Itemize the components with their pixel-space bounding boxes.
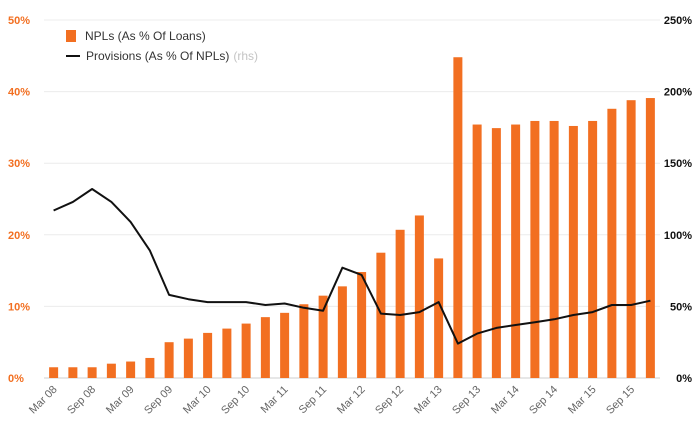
y-right-tick-label: 200% (664, 87, 692, 99)
bar (395, 229, 405, 378)
y-right-tick-label: 150% (664, 158, 692, 170)
y-left-tick-label: 30% (8, 158, 30, 170)
y-left-tick-label: 0% (8, 373, 24, 385)
bar (106, 363, 116, 378)
x-tick-label: Mar 10 (181, 384, 214, 417)
legend-item-npls: NPLs (As % Of Loans) (66, 26, 258, 46)
bar (49, 367, 59, 378)
y-left-tick-label: 40% (8, 87, 30, 99)
bar (491, 128, 501, 378)
bar (183, 338, 193, 378)
y-left-tick-label: 10% (8, 301, 30, 313)
x-tick-label: Sep 15 (604, 384, 637, 417)
bar (318, 295, 328, 378)
x-tick-label: Mar 08 (27, 384, 60, 417)
bar (87, 367, 97, 378)
x-tick-label: Sep 14 (527, 384, 560, 417)
bar (241, 323, 251, 378)
x-tick-label: Mar 11 (259, 384, 291, 416)
bar (414, 215, 424, 378)
x-tick-label: Mar 14 (489, 384, 522, 417)
legend: NPLs (As % Of Loans) Provisions (As % Of… (66, 26, 258, 66)
legend-rhs-note: (rhs) (233, 49, 259, 63)
legend-item-provisions: Provisions (As % Of NPLs) (rhs) (66, 46, 258, 66)
x-tick-label: Mar 13 (412, 384, 445, 417)
legend-label-provisions: Provisions (As % Of NPLs) (86, 49, 230, 63)
bar (588, 120, 598, 379)
bar (530, 120, 540, 379)
x-tick-label: Mar 12 (335, 384, 368, 417)
bar (337, 286, 347, 378)
bar (453, 57, 463, 379)
y-right-tick-label: 50% (670, 301, 692, 313)
legend-swatch-provisions (66, 55, 80, 57)
x-tick-label: Mar 15 (566, 384, 599, 417)
bar (260, 317, 270, 378)
legend-swatch-npls (66, 30, 76, 42)
line-series-provisions (53, 188, 651, 345)
bar (126, 361, 136, 378)
x-tick-label: Sep 08 (65, 384, 98, 417)
x-tick-label: Sep 09 (142, 384, 175, 417)
bar (472, 124, 482, 378)
bar (222, 328, 232, 378)
bar (626, 100, 636, 378)
bar (607, 108, 617, 378)
bar (299, 304, 309, 378)
x-tick-label: Mar 09 (104, 384, 137, 417)
x-tick-label: Sep 13 (450, 384, 483, 417)
y-right-tick-label: 100% (664, 230, 692, 242)
legend-label-npls: NPLs (As % Of Loans) (85, 29, 206, 43)
bar (203, 332, 213, 378)
bar (280, 312, 290, 378)
x-tick-label: Sep 12 (373, 384, 406, 417)
bar (645, 98, 655, 378)
bar (164, 342, 174, 378)
bar (376, 252, 386, 378)
bar (511, 124, 521, 378)
bar (434, 258, 444, 378)
y-left-tick-label: 50% (8, 15, 30, 27)
x-tick-label: Sep 11 (297, 384, 330, 417)
y-right-tick-label: 250% (664, 15, 692, 27)
bar (68, 367, 78, 378)
bar (549, 120, 559, 379)
bar (568, 125, 578, 378)
bar (357, 272, 367, 378)
y-left-tick-label: 20% (8, 230, 30, 242)
bar (145, 357, 155, 378)
x-tick-label: Sep 10 (219, 384, 252, 417)
y-right-tick-label: 0% (676, 373, 692, 385)
